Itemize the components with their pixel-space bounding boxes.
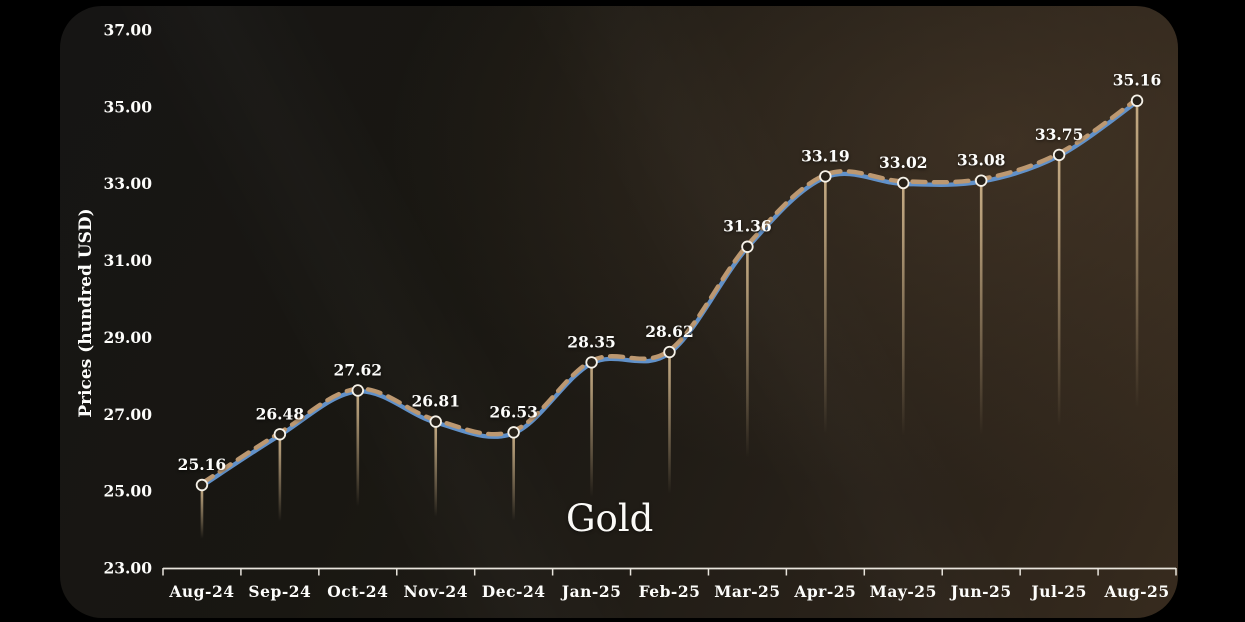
x-tick-label: Sep-24 <box>248 582 311 601</box>
data-point-marker <box>741 240 754 253</box>
drop-line <box>200 484 204 566</box>
drop-line <box>356 390 360 566</box>
point-label: 28.35 <box>567 332 616 351</box>
data-point-marker <box>429 415 442 428</box>
point-label: 26.81 <box>411 392 460 411</box>
data-point-marker <box>273 428 287 441</box>
point-label: 33.02 <box>879 153 928 172</box>
y-tick-label: 35.00 <box>103 97 152 116</box>
drop-line <box>668 352 671 566</box>
data-point-marker <box>1052 148 1066 162</box>
x-axis <box>162 567 1177 576</box>
y-tick-label: 25.00 <box>103 482 152 501</box>
y-tick-label: 33.00 <box>103 174 152 193</box>
data-point-marker <box>195 478 209 492</box>
y-tick-label: 23.00 <box>103 559 152 578</box>
drop-line <box>590 362 593 566</box>
y-tick-label: 37.00 <box>103 21 152 40</box>
x-tick-label: Feb-25 <box>639 582 701 601</box>
data-point-marker <box>819 170 832 183</box>
data-point-marker <box>507 426 520 439</box>
point-label: 25.16 <box>178 455 227 474</box>
x-tick-label: Mar-25 <box>714 582 780 601</box>
y-tick-labels: 37.00 35.00 33.00 31.00 29.00 27.00 25.00 23.00 <box>103 21 152 578</box>
x-tick-labels: Aug-24 Sep-24 Oct-24 Nov-24 Dec-24 Jan-25 Feb-… <box>168 582 1169 601</box>
point-label: 35.16 <box>1113 71 1162 90</box>
data-point-marker <box>663 345 676 359</box>
x-tick-label: Nov-24 <box>403 582 468 601</box>
data-point-marker <box>897 176 910 190</box>
y-tick-label: 31.00 <box>103 251 152 270</box>
data-point-markers <box>195 94 1144 492</box>
drop-lines <box>200 100 1139 567</box>
point-label: 33.19 <box>801 146 850 165</box>
y-axis-title: Prices (hundred USD) <box>76 208 96 418</box>
data-point-marker <box>585 356 598 369</box>
data-point-marker <box>1130 94 1144 107</box>
point-label: 26.48 <box>256 404 305 423</box>
chart-title: Gold <box>566 497 654 540</box>
point-label: 31.36 <box>723 217 772 236</box>
point-label: 26.53 <box>489 402 538 421</box>
drop-line <box>434 421 438 566</box>
drop-line <box>901 182 905 566</box>
x-tick-label: Aug-24 <box>168 582 234 601</box>
drop-line <box>746 246 749 567</box>
y-tick-label: 29.00 <box>103 328 152 347</box>
data-point-marker <box>351 384 365 397</box>
x-tick-label: Oct-24 <box>327 582 388 601</box>
point-label: 28.62 <box>645 322 694 341</box>
point-label: 33.08 <box>957 151 1006 170</box>
drop-line <box>824 176 827 566</box>
point-label: 33.75 <box>1035 125 1084 144</box>
x-tick-label: Jan-25 <box>560 582 622 601</box>
drop-line <box>1057 154 1061 566</box>
x-tick-label: Apr-25 <box>793 582 856 601</box>
y-tick-label: 27.00 <box>103 405 152 424</box>
drop-line <box>512 432 515 566</box>
data-point-marker <box>974 174 988 187</box>
x-tick-label: May-25 <box>870 582 937 601</box>
x-tick-label: Aug-25 <box>1103 582 1169 601</box>
drop-line <box>278 434 282 566</box>
drop-line <box>979 180 983 566</box>
x-tick-label: Jun-25 <box>949 582 1012 601</box>
drop-line <box>1135 100 1139 567</box>
x-tick-label: Jul-25 <box>1029 582 1087 601</box>
point-labels: 25.16 26.48 27.62 26.81 26.53 28.35 28.62 31.36… <box>178 71 1162 474</box>
chart-panel <box>60 6 1178 618</box>
point-label: 27.62 <box>334 360 383 379</box>
x-tick-label: Dec-24 <box>482 582 546 601</box>
